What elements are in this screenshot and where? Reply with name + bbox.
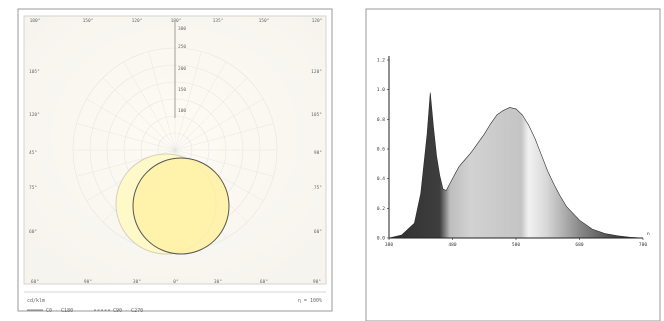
polar-angle-label-bottom: 30° [133, 279, 141, 285]
polar-angle-label-right: 120° [311, 69, 322, 75]
spectrum-x-tick-label: 680 [575, 242, 583, 248]
polar-grid-spoke [174, 98, 264, 151]
polar-efficiency-label: η = 100% [298, 298, 322, 304]
spectrum-x-tick-label: 580 [512, 242, 520, 248]
polar-radial-tick-label: 150 [178, 87, 186, 93]
polar-grid-spoke [174, 123, 274, 151]
spectrum-x-axis-end-label: n [647, 232, 650, 237]
spectrum-y-tick-label: 0.4 [377, 176, 385, 182]
polar-grid-spoke [86, 98, 176, 151]
polar-angle-label-right: 105° [311, 112, 322, 118]
polar-angle-label-top: 120° [312, 18, 323, 24]
polar-angle-labels: 180° 150° 120° 180° 135° 150° 120° 60° 90° 30° 0° 3… [29, 18, 323, 285]
polar-angle-label-left: 75° [29, 185, 37, 191]
polar-angle-label-bottom: 0° [173, 279, 179, 285]
polar-angle-label-top: 180° [171, 18, 182, 24]
polar-curves [115, 153, 230, 255]
polar-grid-spoke [148, 51, 176, 151]
polar-grid-spoke [174, 77, 248, 151]
polar-unit-label: cd/klm [27, 298, 45, 304]
polar-grid-spoke [102, 77, 176, 151]
spectrum-y-tick-label: 0.0 [377, 236, 385, 242]
polar-angle-label-left: 105° [29, 69, 40, 75]
spectrum-plot [388, 92, 644, 239]
polar-angle-label-top: 120° [132, 18, 143, 24]
legend-label-0: C0 - C180 [46, 308, 73, 314]
polar-angle-label-right: 75° [314, 185, 322, 191]
legend-label-1: C90 - C270 [113, 308, 143, 314]
polar-legend: C0 - C180 C90 - C270 [27, 308, 143, 314]
polar-angle-label-top: 150° [259, 18, 270, 24]
polar-grid-spoke [174, 51, 202, 151]
polar-angle-label-bottom: 60° [260, 279, 268, 285]
polar-angle-label-left: 120° [29, 112, 40, 118]
polar-radial-tick-label: 200 [178, 66, 186, 72]
polar-radial-tick-label: 100 [178, 108, 186, 114]
polar-curve-c90-c270 [132, 157, 230, 255]
polar-angle-label-left: 45° [29, 150, 37, 156]
spectrum-y-tick-label: 0.2 [377, 206, 385, 212]
polar-chart: 180° 150° 120° 180° 135° 150° 120° 60° 90° 30° 0° 3… [17, 8, 333, 314]
polar-angle-label-top: 150° [83, 18, 94, 24]
polar-angle-label-bottom: 90° [84, 279, 92, 285]
spectrum-y-tick-label: 1.0 [377, 87, 385, 93]
spectrum-x-tick-label: 780 [639, 242, 647, 248]
spectrum-x-tick-label: 380 [385, 242, 393, 248]
polar-radial-tick-label: 300 [178, 26, 186, 32]
polar-angle-label-bottom: 90° [313, 279, 321, 285]
polar-angle-label-top: 180° [30, 18, 41, 24]
polar-angle-label-bottom: 60° [31, 279, 39, 285]
polar-grid-spoke [174, 61, 227, 151]
polar-grid-spoke [174, 149, 274, 177]
polar-angle-label-right: 60° [314, 229, 322, 235]
spectrum-y-tick-label: 0.8 [377, 117, 385, 123]
polar-radial-tick-label: 250 [178, 44, 186, 50]
polar-radial-ticks: 300 250 200 150 100 [178, 26, 186, 114]
spectrum-y-tick-label: 0.6 [377, 147, 385, 153]
polar-angle-label-left: 60° [29, 229, 37, 235]
spectrum-y-tick-label: 1.2 [377, 58, 385, 64]
polar-grid-spoke [76, 123, 176, 151]
polar-angle-label-bottom: 30° [214, 279, 222, 285]
polar-grid-spoke [123, 61, 176, 151]
polar-angle-label-right: 90° [314, 150, 322, 156]
spectrum-area [388, 92, 644, 239]
polar-angle-label-top: 135° [213, 18, 224, 24]
spectrum-x-tick-label: 480 [448, 242, 456, 248]
